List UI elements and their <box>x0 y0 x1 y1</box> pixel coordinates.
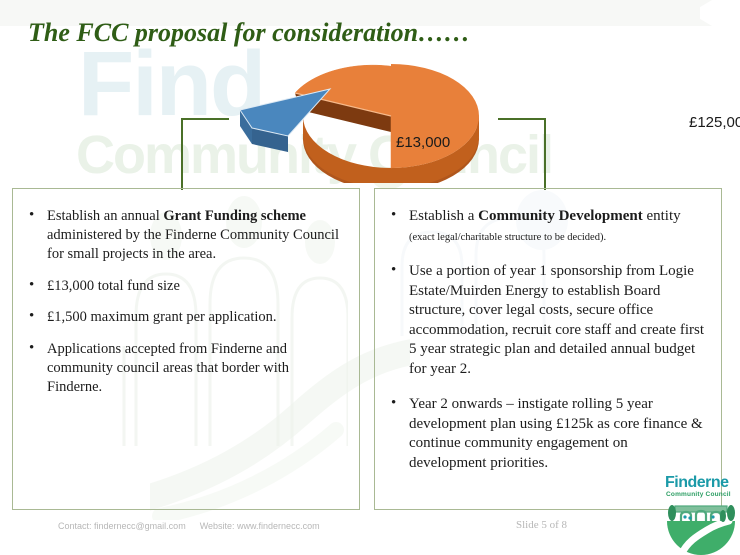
right-content-box: Establish a Community Development entity… <box>374 188 722 510</box>
finderne-logo-wordmark: Finderne <box>665 474 729 491</box>
pie-slice-orange-top-right <box>391 64 479 168</box>
pie-slice-blue-left-wall <box>240 110 252 144</box>
bullet-text-plain: Applications accepted from Finderne and … <box>47 341 289 395</box>
bullet-text-plain: entity <box>642 208 681 224</box>
slide-number: Slide 5 of 8 <box>516 519 568 531</box>
bullet-text-plain: Year 2 onwards – instigate rolling 5 yea… <box>409 396 703 471</box>
list-item: Use a portion of year 1 sponsorship from… <box>389 261 707 379</box>
pie-label-small: £13,000 <box>396 134 451 151</box>
left-content-box: Establish an annual Grant Funding scheme… <box>12 188 360 510</box>
bullet-text-plain: Establish a <box>409 208 479 224</box>
bullet-text-plain: £13,000 total fund size <box>47 277 180 294</box>
bullet-text-bold: Grant Funding scheme <box>163 208 306 224</box>
bullet-text-plain: administered by the Finderne Community C… <box>47 226 339 262</box>
top-banner-arrow-decoration <box>690 0 712 26</box>
bullet-text-small-note: (exact legal/charitable structure to be … <box>409 231 607 243</box>
bullet-text-bold: Community Development <box>478 208 643 224</box>
list-item: Year 2 onwards – instigate rolling 5 yea… <box>389 394 707 473</box>
list-item: Applications accepted from Finderne and … <box>27 339 345 397</box>
pie-label-large: £125,000 <box>689 114 740 131</box>
footer-contact: Contact: findernecc@gmail.com Website: ww… <box>58 521 320 531</box>
pie-slice-blue-top <box>239 88 332 137</box>
list-item: Establish a Community Development entity… <box>389 206 707 246</box>
pie-slice-orange-inner-wall <box>295 93 391 132</box>
bracket-right-connector <box>498 118 546 190</box>
footer-email-text: Contact: findernecc@gmail.com <box>58 521 186 531</box>
pie-chart-svg <box>239 64 479 191</box>
bullet-text-plain: Use a portion of year 1 sponsorship from… <box>409 263 704 377</box>
finderne-logo: Finderne Community Council <box>663 470 740 555</box>
list-item: £1,500 maximum grant per application. <box>27 307 345 327</box>
pie-slice-orange-front <box>303 116 479 188</box>
footer-website-text: Website: www.findernecc.com <box>199 521 320 531</box>
list-item: £13,000 total fund size <box>27 276 345 296</box>
right-bullet-list: Establish a Community Development entity… <box>375 189 721 473</box>
finderne-logo-subtitle: Community Council <box>666 491 731 498</box>
top-banner-decoration <box>0 0 700 26</box>
page-title: The FCC proposal for consideration…… <box>28 18 471 47</box>
bullet-text-plain: Establish an annual <box>47 208 164 224</box>
list-item: Establish an annual Grant Funding scheme… <box>27 206 345 264</box>
left-bullet-list: Establish an annual Grant Funding scheme… <box>13 189 359 397</box>
finderne-logo-graphic <box>667 505 735 555</box>
bracket-left-connector <box>181 118 229 190</box>
bullet-text-plain: £1,500 maximum grant per application. <box>47 309 277 326</box>
pie-chart: £13,000 £125,000 <box>200 48 740 191</box>
